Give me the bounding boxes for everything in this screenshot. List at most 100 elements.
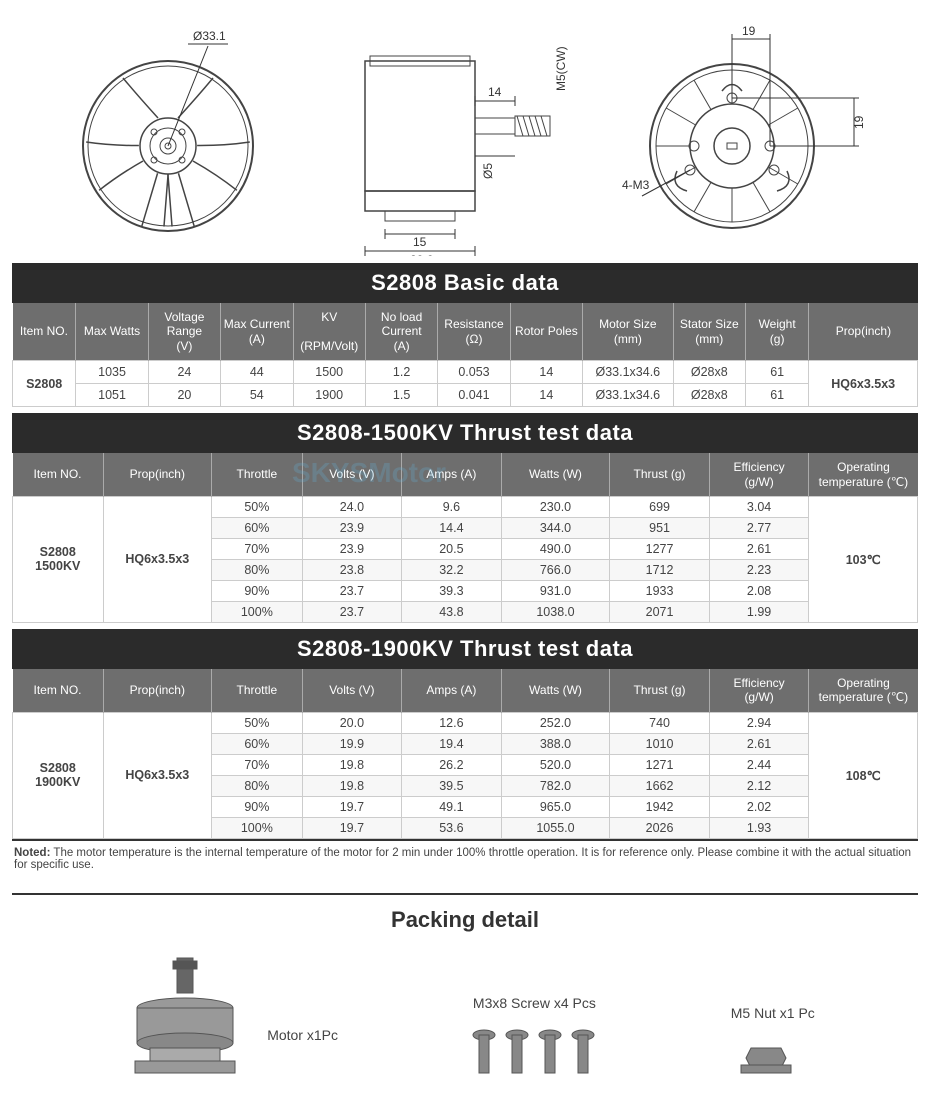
table-cell: 44: [221, 361, 293, 384]
table-header: Max Watts: [76, 303, 148, 361]
table-cell: Ø33.1x34.6: [583, 361, 674, 384]
table-cell: 43.8: [402, 601, 502, 622]
table-cell: 1038.0: [501, 601, 610, 622]
packing-screws-label: M3x8 Screw x4 Pcs: [464, 995, 604, 1011]
table-cell: 50%: [212, 496, 303, 517]
table-header: Efficiency(g/W): [709, 453, 809, 496]
table-cell: Ø33.1x34.6: [583, 384, 674, 407]
table-cell: 23.7: [302, 580, 402, 601]
table-cell: 50%: [212, 712, 303, 733]
table-cell: 39.5: [402, 775, 502, 796]
screws-icon: [464, 1023, 604, 1083]
prop-cell: HQ6x3.5x3: [103, 712, 212, 838]
packing-title: Packing detail: [12, 893, 918, 953]
table-cell: 1933: [610, 580, 710, 601]
dim-shaft-length: 14: [488, 85, 502, 99]
table-cell: 49.1: [402, 796, 502, 817]
table-cell: 90%: [212, 796, 303, 817]
table-header: Rotor Poles: [510, 303, 582, 361]
table-cell: 1277: [610, 538, 710, 559]
table-header: Watts (W): [501, 669, 610, 712]
table-cell: 19.8: [302, 754, 402, 775]
basic-data-table: Item NO.Max WattsVoltage Range(V)Max Cur…: [12, 303, 918, 407]
table-header: Prop(inch): [103, 669, 212, 712]
table-cell: 520.0: [501, 754, 610, 775]
table-header: Volts (V): [302, 669, 402, 712]
table-cell: 32.2: [402, 559, 502, 580]
table-cell: 24: [148, 361, 220, 384]
table-header: Operatingtemperature (℃): [809, 453, 918, 496]
thrust1500-title: S2808-1500KV Thrust test data: [12, 413, 918, 453]
table-cell: 53.6: [402, 817, 502, 838]
table-cell: 931.0: [501, 580, 610, 601]
technical-drawings: Ø33.1: [12, 8, 918, 263]
table-cell: 100%: [212, 817, 303, 838]
table-cell: 70%: [212, 754, 303, 775]
table-cell: 14.4: [402, 517, 502, 538]
packing-section: Packing detail Motor x1Pc M: [12, 893, 918, 1103]
table-cell: 1900: [293, 384, 365, 407]
table-cell: 70%: [212, 538, 303, 559]
table-header: Max Current(A): [221, 303, 293, 361]
dim-back-top: 19: [742, 24, 756, 38]
table-header: Stator Size(mm): [673, 303, 745, 361]
table-cell: 1.2: [365, 361, 437, 384]
table-cell: 19.9: [302, 733, 402, 754]
table-cell: 2.94: [709, 712, 809, 733]
dim-back-holes: 4-M3: [622, 178, 650, 192]
dim-width1: 15: [413, 235, 427, 249]
table-header: Motor Size(mm): [583, 303, 674, 361]
table-cell: 100%: [212, 601, 303, 622]
table-cell: 2.12: [709, 775, 809, 796]
table-cell: 2.61: [709, 538, 809, 559]
table-header: Thrust (g): [610, 453, 710, 496]
temp-cell: 108℃: [809, 712, 918, 838]
thrust1900-table: Item NO.Prop(inch)ThrottleVolts (V)Amps …: [12, 669, 918, 839]
table-cell: 2.08: [709, 580, 809, 601]
table-cell: 1500: [293, 361, 365, 384]
table-cell: 2.02: [709, 796, 809, 817]
table-cell: 23.8: [302, 559, 402, 580]
thrust1900-title: S2808-1900KV Thrust test data: [12, 629, 918, 669]
table-cell: 19.8: [302, 775, 402, 796]
dim-thread: M5(CW): [554, 46, 568, 91]
table-cell: 1271: [610, 754, 710, 775]
packing-screws: M3x8 Screw x4 Pcs: [464, 987, 604, 1083]
table-cell: 782.0: [501, 775, 610, 796]
table-row: 1051205419001.50.04114Ø33.1x34.6Ø28x861: [13, 384, 918, 407]
drawing-side-view: 14 M5(CW) Ø5 15 20.6: [325, 16, 575, 256]
table-cell: 1.99: [709, 601, 809, 622]
table-cell: 14: [510, 361, 582, 384]
table-cell: 39.3: [402, 580, 502, 601]
table-header: Operatingtemperature (℃): [809, 669, 918, 712]
motor-icon: [115, 953, 255, 1083]
table-cell: 2.23: [709, 559, 809, 580]
table-header: Item NO.: [13, 453, 104, 496]
dim-shaft-dia: Ø5: [481, 162, 495, 178]
table-cell: 1712: [610, 559, 710, 580]
table-header: Throttle: [212, 453, 303, 496]
table-header: Throttle: [212, 669, 303, 712]
packing-nut-label: M5 Nut x1 Pc: [731, 1005, 815, 1021]
table-cell: 344.0: [501, 517, 610, 538]
note-label: Noted:: [14, 847, 50, 859]
table-cell: 14: [510, 384, 582, 407]
table-cell: 2.44: [709, 754, 809, 775]
table-cell: 1055.0: [501, 817, 610, 838]
table-header: Volts (V): [302, 453, 402, 496]
prop-cell: HQ6x3.5x3: [809, 361, 918, 407]
drawing-back-view: 19 19 4-M3: [617, 21, 877, 251]
table-row: S28081035244415001.20.05314Ø33.1x34.6Ø28…: [13, 361, 918, 384]
table-cell: 23.9: [302, 538, 402, 559]
table-cell: 19.4: [402, 733, 502, 754]
table-header: Thrust (g): [610, 669, 710, 712]
table-header: KV(RPM/Volt): [293, 303, 365, 361]
table-cell: 1942: [610, 796, 710, 817]
table-cell: 26.2: [402, 754, 502, 775]
table-cell: 24.0: [302, 496, 402, 517]
table-header: Weight(g): [745, 303, 808, 361]
table-header: No load Current(A): [365, 303, 437, 361]
table-cell: 1.5: [365, 384, 437, 407]
table-cell: 951: [610, 517, 710, 538]
table-cell: 1010: [610, 733, 710, 754]
